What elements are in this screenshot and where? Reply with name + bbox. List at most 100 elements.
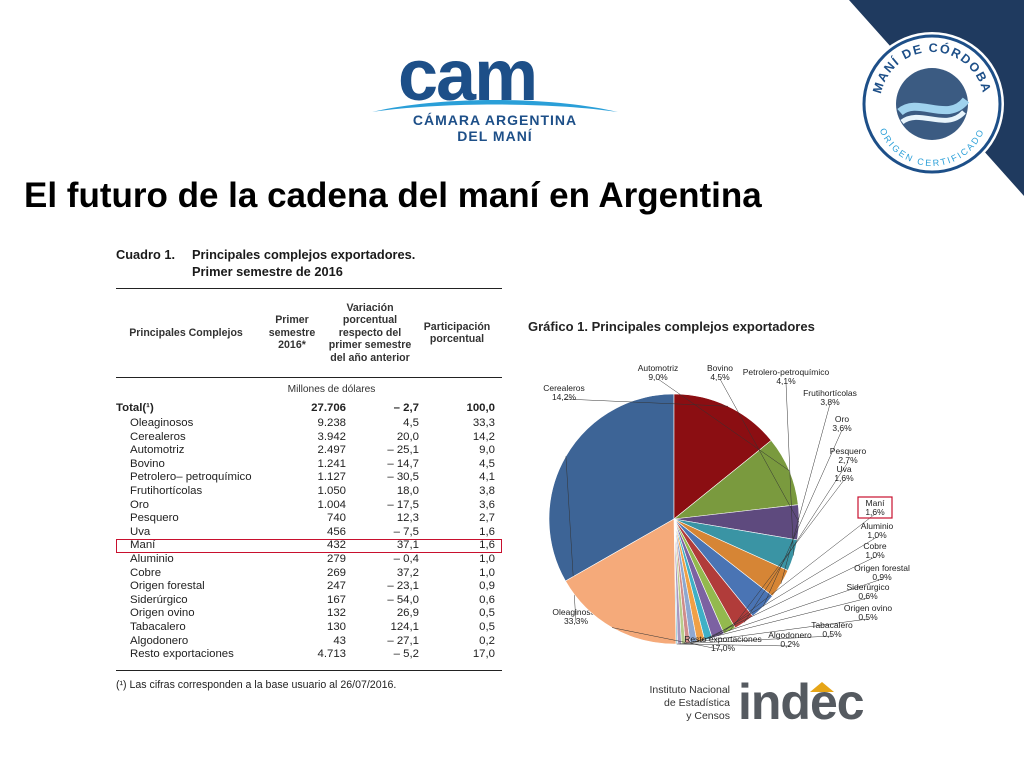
table-cell: Petrolero– petroquímico <box>130 471 252 484</box>
table-cell: – 0,4 <box>393 552 419 565</box>
pie-label-value: 0,2% <box>780 639 800 649</box>
pie-label: Bovino 4,5% <box>707 363 733 382</box>
table-cell: 9,0 <box>479 444 495 457</box>
table-footnote: (¹) Las cifras corresponden a la base us… <box>116 669 502 691</box>
table-row: Oleaginosos 9.238 4,5 33,3 <box>116 417 502 431</box>
table-header-cell: Participación porcentual <box>423 320 491 346</box>
table-cell: Oro <box>130 498 149 511</box>
pie-label-value: 1,6% <box>834 473 854 483</box>
pie-label: Automotriz 9,0% <box>638 363 679 382</box>
pie-leader-line <box>679 635 833 645</box>
pie-label-value: 1,6% <box>865 507 885 517</box>
mani-cordoba-seal: MANÍ DE CÓRDOBA ORIGEN CERTIFICADO <box>860 32 1004 176</box>
table-cell: 247 <box>326 580 346 593</box>
pie-label-name: Cobre <box>863 541 886 551</box>
table-units: Millones de dólares <box>287 384 376 395</box>
table-cell: – 30,5 <box>387 471 419 484</box>
table-cell: 12,3 <box>396 512 419 525</box>
page-title: El futuro de la cadena del maní en Argen… <box>24 176 762 215</box>
table-cell: 3,6 <box>479 498 495 511</box>
table-cell: 1.127 <box>317 471 346 484</box>
table-row: Oro 1.004 – 17,5 3,6 <box>116 499 502 513</box>
pie-label: Oleaginosos 33,3% <box>552 607 599 626</box>
pie-label: Algodonero 0,2% <box>768 630 812 649</box>
pie-label-name: Oleaginosos <box>552 607 599 617</box>
pie-label-value: 0,6% <box>858 591 878 601</box>
table-cell: 20,0 <box>396 430 419 443</box>
table-cell: Resto exportaciones <box>130 648 234 661</box>
table-caption-line2: Primer semestre de 2016 <box>192 264 343 279</box>
table-cell: – 23,1 <box>387 580 419 593</box>
table-row: Uva 456 – 7,5 1,6 <box>116 526 502 540</box>
pie-leader-line <box>693 578 883 643</box>
table-cell: Automotriz <box>130 444 185 457</box>
pie-chart: Oleaginosos 33,3% Cerealeros 14,2% Automotri… <box>543 363 910 653</box>
exports-table: Cuadro 1. Principales complejos exportado… <box>116 246 502 691</box>
table-cell: – 27,1 <box>387 634 419 647</box>
table-cell: 33,3 <box>472 417 495 429</box>
table-cell: 132 <box>326 607 346 620</box>
table-header-cell: Primer semestre 2016* <box>268 314 316 352</box>
table-row: Bovino 1.241 – 14,7 4,5 <box>116 458 502 472</box>
table-cell: – 2,7 <box>393 402 419 414</box>
table-cell: – 7,5 <box>393 525 419 538</box>
pie-label-value: 1,0% <box>865 550 885 560</box>
cam-logo: cam CÁMARA ARGENTINA DEL MANÍ <box>370 38 620 148</box>
pie-leader-line <box>708 536 878 640</box>
table-cell: 4.713 <box>317 648 346 661</box>
table-cell: 14,2 <box>472 430 495 443</box>
table-cell: 740 <box>326 512 346 525</box>
pie-label: Cobre 1,0% <box>863 541 886 560</box>
pie-label: Uva 1,6% <box>834 464 854 483</box>
pie-label-value: 0,5% <box>822 629 842 639</box>
table-cell: 3.942 <box>317 430 346 443</box>
table-row-highlighted: Maní 432 37,1 1,6 <box>116 539 502 553</box>
pie-label-value: 4,1% <box>776 376 796 386</box>
table-row: Origen forestal 247 – 23,1 0,9 <box>116 580 502 594</box>
table-cell: Uva <box>130 525 151 538</box>
table-cell: 1.004 <box>317 498 346 511</box>
table-cell: Origen ovino <box>130 607 195 620</box>
indec-institution-line: de Estadística <box>664 697 730 709</box>
pie-leader-line <box>683 618 869 644</box>
pie-label-name: Maní <box>866 498 886 508</box>
pie-label-value: 0,5% <box>858 612 878 622</box>
table-cell: 9.238 <box>317 417 346 429</box>
pie-label-value: 9,0% <box>648 372 668 382</box>
table-caption-line1: Principales complejos exportadores. <box>192 247 416 262</box>
table-cell: 17,0 <box>472 648 495 661</box>
pie-label: Siderúrgico 0,6% <box>847 582 890 601</box>
pie-label-highlight-box <box>857 496 893 519</box>
pie-label: Cerealeros 14,2% <box>543 383 585 402</box>
table-cell: – 5,2 <box>393 648 419 661</box>
indec-word: indec <box>738 674 865 730</box>
pie-leader-line <box>785 382 794 556</box>
cam-logo-swoosh <box>372 100 618 112</box>
table-row: Origen ovino 132 26,9 0,5 <box>116 607 502 621</box>
table-cell: Cobre <box>130 566 162 579</box>
table-row: Automotriz 2.497 – 25,1 9,0 <box>116 444 502 458</box>
pie-label-value: 4,5% <box>710 372 730 382</box>
pie-label-name: Automotriz <box>638 363 679 373</box>
table-header: Principales Complejos Primer semestre 20… <box>116 289 502 377</box>
table-cell: 100,0 <box>466 402 495 414</box>
table-row: Siderúrgico 167 – 54,0 0,6 <box>116 594 502 608</box>
table-cell: 124,1 <box>390 620 419 633</box>
table-caption-number: Cuadro 1. <box>116 247 176 262</box>
table-cell: – 17,5 <box>387 498 419 511</box>
table-cell: 37,1 <box>396 539 419 552</box>
pie-label-name: Petrolero-petroquímico <box>743 367 830 377</box>
table-cell: 2.497 <box>317 444 346 457</box>
table-cell: Algodonero <box>130 634 189 647</box>
pie-label: Aluminio 1,0% <box>861 521 894 540</box>
table-cell: Oleaginosos <box>130 417 194 429</box>
pie-leader-line <box>719 378 800 523</box>
pie-label: Origen forestal 0,9% <box>854 563 910 582</box>
pie-label-name: Oro <box>835 414 849 424</box>
pie-label-name: Pesquero <box>830 446 867 456</box>
pie-label-value: 3,8% <box>820 397 840 407</box>
pie-leader-line <box>565 456 577 624</box>
table-caption: Cuadro 1. Principales complejos exportado… <box>116 246 502 263</box>
pie-leader-line <box>729 479 845 632</box>
indec-institution: Instituto Nacional de Estadística y Cens… <box>640 684 730 723</box>
